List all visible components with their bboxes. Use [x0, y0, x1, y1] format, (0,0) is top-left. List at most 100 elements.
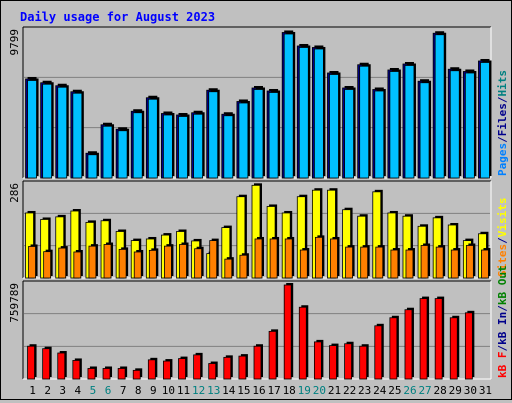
- kb-f-bar: [389, 317, 398, 380]
- sites-bar: [164, 245, 172, 279]
- files-bar: [344, 89, 354, 179]
- files-bar: [193, 113, 204, 179]
- day-label: 27: [418, 384, 431, 397]
- sites-bar: [481, 249, 489, 279]
- day-label: 7: [120, 384, 127, 397]
- kb-f-bar: [87, 368, 96, 380]
- sites-bar: [28, 246, 36, 279]
- sites-bar: [194, 248, 203, 279]
- day-label: 28: [434, 384, 447, 397]
- kb-f-bar: [374, 325, 383, 380]
- day-label: 6: [105, 384, 112, 397]
- sites-bar: [148, 249, 157, 279]
- day-label: 2: [44, 384, 51, 397]
- sites-bar: [465, 245, 474, 279]
- day-label: 15: [237, 384, 250, 397]
- files-bar: [102, 125, 113, 179]
- files-bar: [419, 82, 430, 179]
- legend-part: /: [496, 345, 509, 352]
- sites-bar: [73, 251, 82, 279]
- sites-bar: [299, 249, 308, 279]
- day-label: 21: [328, 384, 341, 397]
- sites-bar: [58, 247, 67, 279]
- day-label: 26: [403, 384, 416, 397]
- sites-bar: [435, 246, 444, 279]
- files-bar: [298, 47, 309, 179]
- legend-part: Visits: [496, 198, 509, 238]
- legend-top: Pages/Files/Hits: [496, 70, 509, 176]
- day-label: 1: [29, 384, 36, 397]
- files-bar: [389, 71, 400, 179]
- day-label: 23: [358, 384, 371, 397]
- y-max-label: 286: [8, 183, 21, 203]
- sites-bar: [390, 249, 399, 279]
- kb-f-bar: [313, 341, 322, 380]
- kb-f-bar: [193, 354, 202, 380]
- files-bar: [253, 89, 264, 179]
- sites-bar: [420, 245, 429, 279]
- kb-f-bar: [329, 345, 337, 380]
- day-label: 31: [479, 384, 492, 397]
- kb-f-bar: [163, 360, 171, 380]
- legend-part: /: [496, 305, 509, 312]
- sites-bar: [450, 249, 459, 279]
- kb-f-bar: [359, 345, 368, 380]
- kb-f-bar: [434, 298, 443, 380]
- legend-part: /: [496, 136, 509, 143]
- legend-part: Sites: [496, 244, 509, 277]
- files-bar: [117, 130, 128, 179]
- files-bar: [87, 154, 98, 179]
- kb-f-bar: [238, 355, 247, 380]
- kb-f-bar: [147, 359, 156, 380]
- day-label: 11: [177, 384, 190, 397]
- kb-f-bar: [208, 363, 217, 380]
- kb-f-bar: [72, 360, 81, 380]
- day-label: 20: [313, 384, 326, 397]
- kb-f-bar: [268, 330, 277, 380]
- kb-f-bar: [223, 356, 232, 380]
- legend-part: kB Out: [496, 265, 509, 305]
- sites-bar: [360, 246, 369, 279]
- sites-bar: [269, 238, 278, 279]
- sites-bar: [88, 245, 97, 279]
- sites-bar: [43, 251, 52, 279]
- day-label: 12: [192, 384, 205, 397]
- sites-bar: [330, 238, 338, 279]
- sites-bar: [314, 236, 323, 279]
- kb-f-bar: [57, 352, 66, 380]
- kb-f-bar: [42, 348, 51, 380]
- kb-f-bar: [178, 358, 186, 380]
- day-label: 14: [222, 384, 236, 397]
- files-bar: [374, 90, 385, 179]
- files-bar: [434, 34, 445, 179]
- day-label: 25: [388, 384, 401, 397]
- sites-bar: [133, 251, 142, 279]
- sites-bar: [118, 248, 127, 279]
- kb-f-bar: [132, 369, 141, 380]
- files-bar: [480, 62, 490, 179]
- kb-f-bar: [253, 345, 262, 380]
- files-bar: [42, 83, 53, 179]
- files-bar: [449, 70, 460, 179]
- sites-bar: [405, 249, 414, 279]
- y-max-label: 9799: [8, 29, 21, 56]
- kb-f-bar: [419, 298, 428, 380]
- kb-f-bar: [464, 312, 473, 380]
- files-bar: [464, 72, 475, 179]
- files-bar: [404, 65, 415, 179]
- day-label: 22: [343, 384, 356, 397]
- legend-part: Pages: [496, 143, 509, 176]
- day-label: 5: [90, 384, 97, 397]
- sites-bar: [224, 258, 233, 279]
- day-label: 17: [267, 384, 280, 397]
- files-bar: [27, 80, 37, 179]
- day-label: 10: [162, 384, 175, 397]
- kb-f-bar: [449, 317, 458, 380]
- chart-title: Daily usage for August 2023: [20, 10, 215, 24]
- legend-mid: Sites/Visits: [496, 198, 509, 278]
- sites-bar: [254, 238, 263, 279]
- day-label: 4: [75, 384, 82, 397]
- files-bar: [132, 112, 143, 179]
